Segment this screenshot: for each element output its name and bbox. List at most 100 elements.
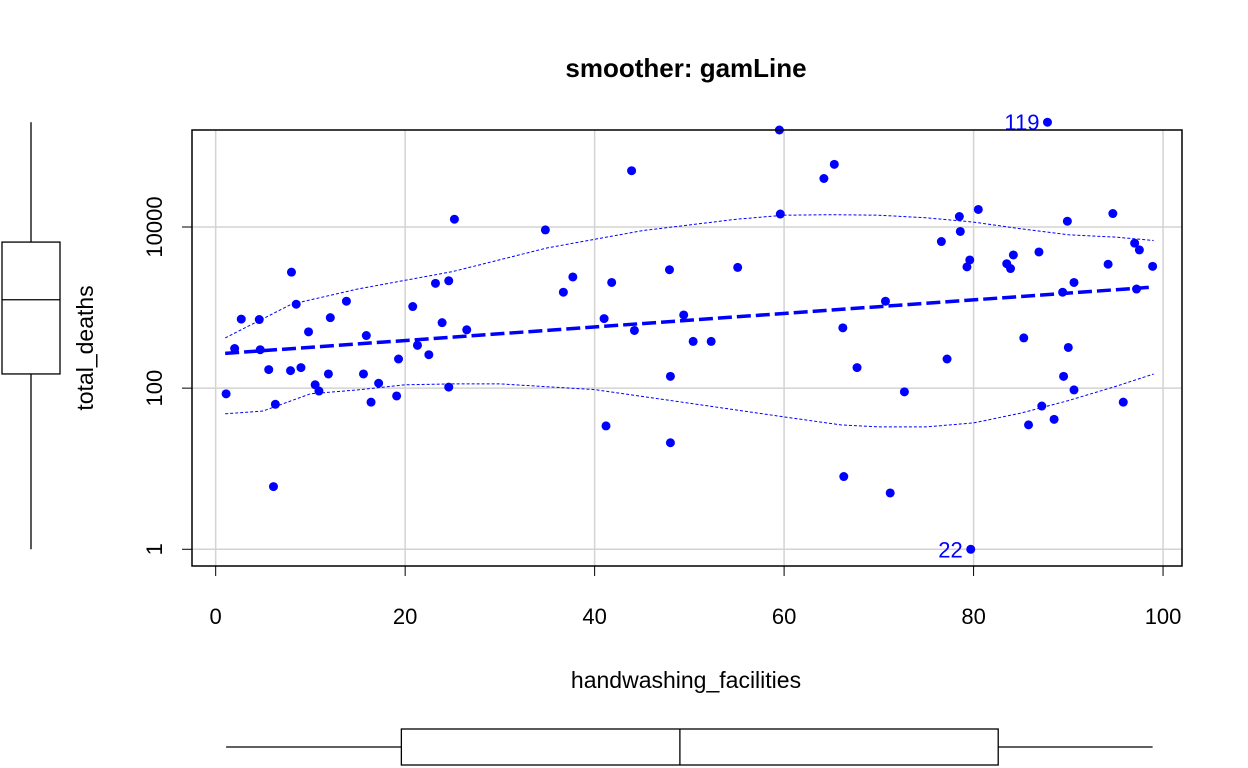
- chart-title: smoother: gamLine: [565, 53, 806, 83]
- data-point: [679, 310, 689, 320]
- data-point: [665, 371, 675, 381]
- data-point: [954, 212, 964, 222]
- data-point: [221, 389, 231, 399]
- data-point: [462, 325, 472, 335]
- point-label: 22: [938, 537, 962, 562]
- data-point: [1103, 259, 1113, 269]
- confidence-band-lower-line: [225, 373, 1154, 428]
- data-point: [962, 262, 972, 272]
- data-point: [374, 378, 384, 388]
- boxplot-y-box: [1, 241, 61, 375]
- x-tick-label: 80: [961, 604, 985, 629]
- data-point: [936, 237, 946, 247]
- data-point: [1024, 420, 1034, 430]
- data-point: [838, 323, 848, 333]
- data-point: [437, 318, 447, 328]
- data-point: [665, 438, 675, 448]
- data-point: [304, 327, 314, 337]
- data-point: [733, 262, 743, 272]
- data-point: [899, 387, 909, 397]
- grid-lines: [192, 130, 1182, 566]
- data-point: [558, 287, 568, 297]
- data-point: [424, 350, 434, 360]
- data-point: [1059, 371, 1069, 381]
- data-point: [880, 296, 890, 306]
- data-point: [775, 209, 785, 219]
- data-point: [1058, 287, 1068, 297]
- data-point: [1118, 397, 1128, 407]
- y-axis-label: total_deaths: [72, 285, 98, 410]
- data-point: [965, 255, 975, 265]
- data-point: [599, 314, 609, 324]
- data-point: [314, 386, 324, 396]
- x-tick-label: 0: [210, 604, 222, 629]
- data-point: [966, 544, 976, 554]
- confidence-band-upper-line: [224, 214, 1154, 339]
- data-point: [973, 204, 983, 214]
- data-point: [286, 267, 296, 277]
- data-point: [1069, 385, 1079, 395]
- data-point: [286, 366, 296, 376]
- data-point: [358, 369, 368, 379]
- data-point: [664, 265, 674, 275]
- marginal-boxplot-x: [226, 728, 1153, 766]
- data-point: [1148, 261, 1158, 271]
- data-point: [394, 354, 404, 364]
- data-point: [629, 325, 639, 335]
- data-points: [221, 117, 1158, 554]
- data-point: [270, 399, 280, 409]
- data-point: [955, 226, 965, 236]
- data-point: [1062, 216, 1072, 226]
- data-point: [1134, 245, 1144, 255]
- data-point: [688, 336, 698, 346]
- data-point: [1019, 333, 1029, 343]
- x-axis-label: handwashing_facilities: [571, 667, 801, 693]
- data-point: [430, 278, 440, 288]
- y-axis: 1 100 10000: [142, 196, 193, 555]
- data-point: [1069, 277, 1079, 287]
- data-point: [1042, 117, 1052, 127]
- data-point: [885, 488, 895, 498]
- point-label: 119: [1004, 110, 1039, 135]
- data-point: [341, 296, 351, 306]
- data-point: [627, 166, 637, 176]
- x-tick-label: 40: [582, 604, 606, 629]
- marginal-boxplot-y: [1, 122, 61, 550]
- data-point: [1037, 401, 1047, 411]
- data-point: [323, 369, 333, 379]
- x-tick-label: 60: [772, 604, 796, 629]
- data-point: [1063, 342, 1073, 352]
- data-point: [296, 363, 306, 373]
- data-point: [852, 363, 862, 373]
- data-point: [1008, 250, 1018, 260]
- y-tick-label: 10000: [142, 196, 167, 257]
- gam-fit-line: [225, 285, 1154, 356]
- data-point: [706, 336, 716, 346]
- data-point: [255, 345, 265, 355]
- data-point: [1108, 209, 1118, 219]
- data-point: [444, 276, 454, 286]
- data-point: [392, 391, 402, 401]
- data-point: [819, 174, 829, 184]
- data-point: [236, 314, 246, 324]
- data-point: [291, 299, 301, 309]
- y-tick-label: 100: [142, 370, 167, 407]
- data-point: [942, 354, 952, 364]
- data-point: [1049, 414, 1059, 424]
- x-tick-label: 100: [1145, 604, 1182, 629]
- x-tick-label: 20: [393, 604, 417, 629]
- data-point: [412, 340, 422, 350]
- data-point: [829, 159, 839, 169]
- data-point: [1132, 284, 1142, 294]
- boxplot-x-box: [400, 728, 999, 766]
- point-labels: 119 22: [938, 110, 1039, 562]
- data-point: [1034, 247, 1044, 257]
- data-point: [325, 313, 335, 323]
- data-point: [268, 482, 278, 492]
- data-point: [254, 315, 264, 325]
- data-point: [408, 302, 418, 312]
- plot-frame: [191, 129, 1183, 567]
- y-tick-label: 1: [142, 543, 167, 555]
- data-point: [601, 421, 611, 431]
